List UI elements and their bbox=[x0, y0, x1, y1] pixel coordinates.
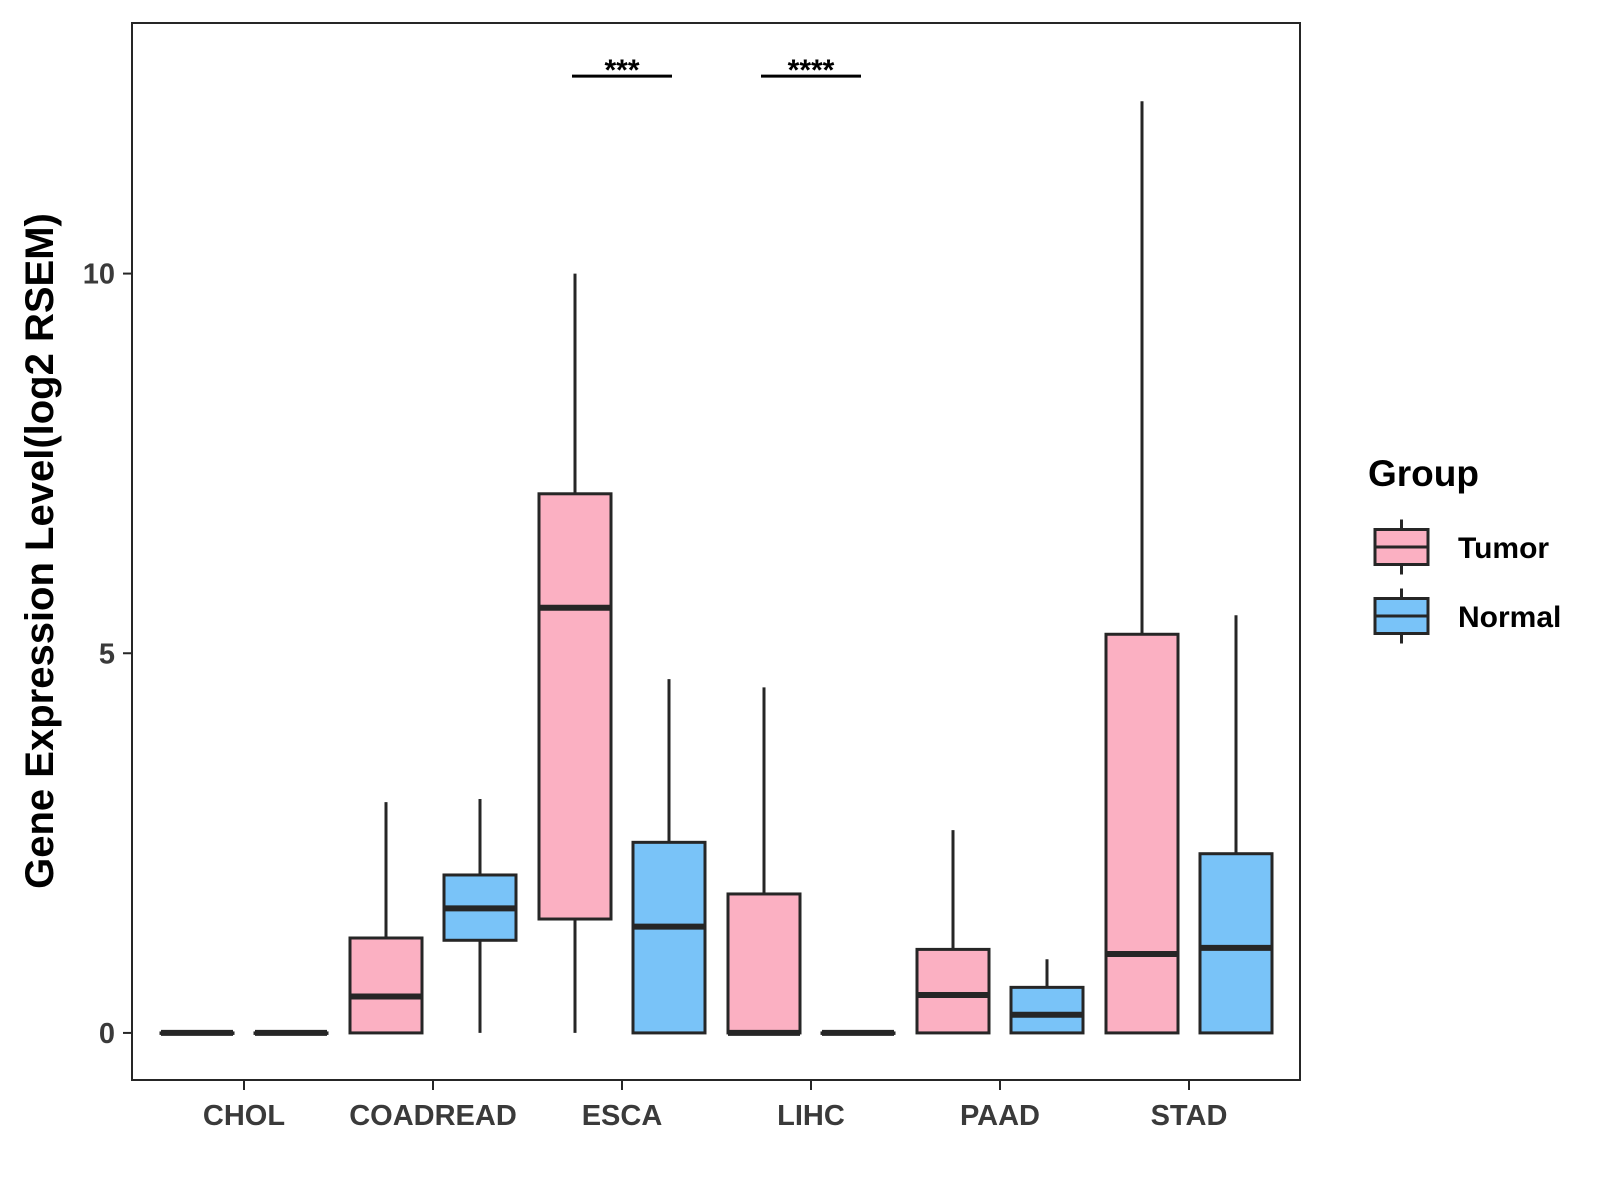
legend-item-normal: Normal bbox=[1373, 588, 1561, 644]
tumor-box-esca bbox=[537, 273, 613, 1033]
y-axis: 0 5 10 bbox=[83, 259, 132, 1050]
significance-label: **** bbox=[788, 54, 835, 87]
normal-box-coadread bbox=[442, 799, 518, 1033]
significance-label: *** bbox=[604, 54, 639, 87]
legend-label: Normal bbox=[1458, 601, 1561, 634]
box bbox=[631, 840, 707, 1035]
tumor-box-paad bbox=[915, 830, 991, 1035]
box-groups bbox=[159, 101, 1274, 1036]
legend-label: Tumor bbox=[1458, 532, 1549, 565]
tumor-box-coadread bbox=[348, 802, 424, 1035]
x-tick-label: COADREAD bbox=[349, 1100, 517, 1132]
normal-box-stad bbox=[1198, 615, 1274, 1035]
y-tick-label: 5 bbox=[99, 638, 115, 670]
x-tick-label: CHOL bbox=[203, 1100, 285, 1132]
box bbox=[915, 947, 991, 1035]
y-tick-label: 10 bbox=[83, 259, 115, 291]
box bbox=[1104, 632, 1180, 1035]
x-axis: CHOL COADREAD ESCA LIHC PAAD STAD bbox=[203, 1080, 1227, 1132]
legend-item-tumor: Tumor bbox=[1373, 519, 1549, 575]
tumor-box-chol bbox=[159, 1029, 235, 1036]
legend-title: Group bbox=[1368, 453, 1479, 494]
normal-box-paad bbox=[1009, 959, 1085, 1035]
x-tick-label: LIHC bbox=[777, 1100, 845, 1132]
legend: Group Tumor Normal bbox=[1368, 453, 1561, 644]
box bbox=[726, 892, 802, 1035]
normal-box-lihc bbox=[820, 1029, 896, 1036]
box bbox=[1198, 852, 1274, 1035]
tumor-box-stad bbox=[1104, 101, 1180, 1035]
y-axis-title: Gene Expression Level(log2 RSEM) bbox=[18, 213, 62, 889]
normal-box-esca bbox=[631, 679, 707, 1035]
box bbox=[537, 492, 613, 921]
x-tick-label: STAD bbox=[1151, 1100, 1228, 1132]
y-tick-label: 0 bbox=[99, 1018, 115, 1050]
tumor-box-lihc bbox=[726, 687, 802, 1036]
significance-annotations: *** **** bbox=[572, 54, 861, 87]
box bbox=[1009, 985, 1085, 1035]
x-tick-label: PAAD bbox=[960, 1100, 1040, 1132]
box bbox=[348, 936, 424, 1035]
x-tick-label: ESCA bbox=[582, 1100, 663, 1132]
normal-box-chol bbox=[253, 1029, 329, 1036]
